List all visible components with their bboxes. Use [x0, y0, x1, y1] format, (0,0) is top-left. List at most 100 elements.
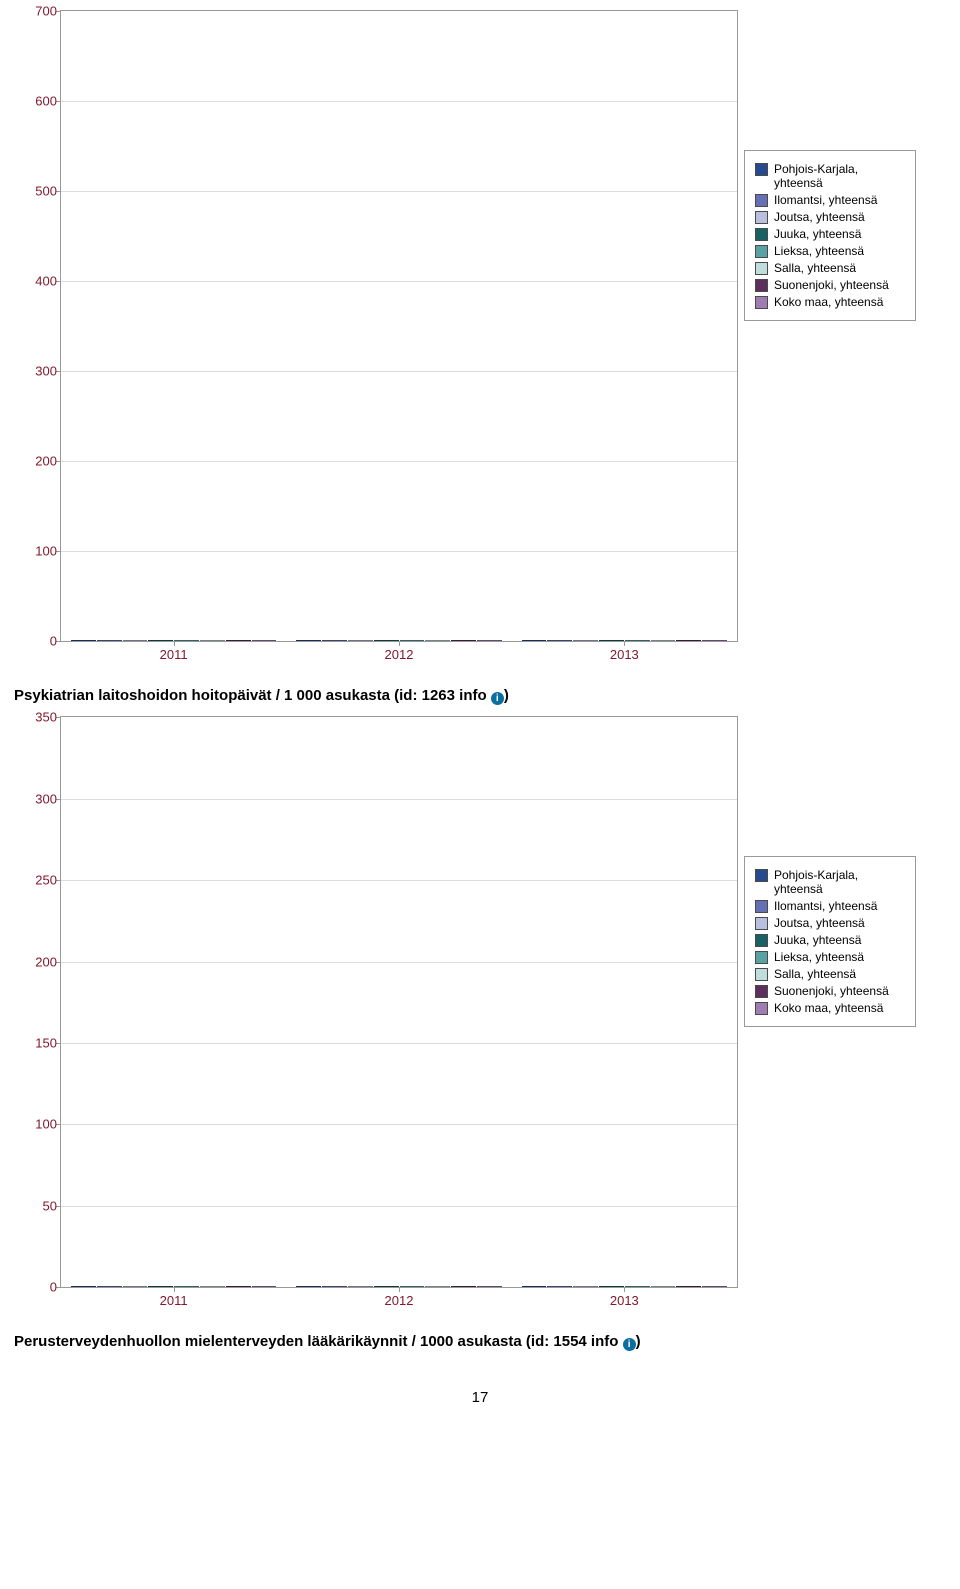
legend-item: Salla, yhteensä	[755, 261, 905, 275]
bar	[200, 1286, 225, 1287]
legend-swatch	[755, 869, 768, 882]
legend-swatch	[755, 228, 768, 241]
bar	[547, 640, 572, 641]
legend-swatch	[755, 900, 768, 913]
y-tick-label: 350	[35, 710, 61, 725]
bar	[400, 1286, 425, 1287]
y-tick-label: 200	[35, 954, 61, 969]
bar	[97, 640, 122, 641]
legend-wrapper: Pohjois-Karjala, yhteensä Ilomantsi, yhte…	[744, 10, 916, 321]
legend-label: Ilomantsi, yhteensä	[774, 193, 877, 207]
bar	[174, 640, 199, 641]
bar	[174, 1286, 199, 1287]
bar	[97, 1286, 122, 1287]
legend-label: Joutsa, yhteensä	[774, 210, 865, 224]
bar	[374, 640, 399, 641]
bar	[400, 640, 425, 641]
legend-label: Ilomantsi, yhteensä	[774, 899, 877, 913]
bar	[477, 640, 502, 641]
legend-item: Ilomantsi, yhteensä	[755, 899, 905, 913]
bar	[702, 1286, 727, 1287]
bar-group	[286, 640, 511, 641]
bar	[522, 640, 547, 641]
bar	[322, 1286, 347, 1287]
legend-swatch	[755, 985, 768, 998]
legend-swatch	[755, 296, 768, 309]
bar	[451, 1286, 476, 1287]
bar	[599, 1286, 624, 1287]
y-tick-label: 250	[35, 873, 61, 888]
bar-group	[512, 640, 737, 641]
y-tick-label: 600	[35, 94, 61, 109]
bar	[425, 640, 450, 641]
caption-2: Perusterveydenhuollon mielenterveyden lä…	[14, 1332, 950, 1352]
page-number: 17	[10, 1389, 950, 1406]
plot-area: 0100200300400500600700201120122013	[60, 10, 738, 642]
legend-swatch	[755, 968, 768, 981]
y-tick-label: 300	[35, 364, 61, 379]
legend: Pohjois-Karjala, yhteensä Ilomantsi, yhte…	[744, 150, 916, 321]
chart-area: 0100200300400500600700201120122013	[10, 10, 736, 672]
legend-item: Ilomantsi, yhteensä	[755, 193, 905, 207]
bar-group	[286, 1286, 511, 1287]
legend-label: Pohjois-Karjala, yhteensä	[774, 162, 905, 190]
bars-container	[61, 11, 737, 641]
bar-group	[61, 640, 286, 641]
bar	[676, 640, 701, 641]
x-tick-label: 2012	[385, 1287, 414, 1308]
bar	[651, 640, 676, 641]
bar	[123, 1286, 148, 1287]
legend-label: Lieksa, yhteensä	[774, 244, 864, 258]
y-tick-label: 100	[35, 1117, 61, 1132]
legend-item: Suonenjoki, yhteensä	[755, 278, 905, 292]
y-tick-label: 300	[35, 791, 61, 806]
y-tick-label: 0	[50, 1280, 61, 1295]
bar	[451, 640, 476, 641]
bar	[296, 640, 321, 641]
info-icon[interactable]: i	[491, 692, 504, 705]
bar	[676, 1286, 701, 1287]
bar-group	[61, 1286, 286, 1287]
bar	[348, 1286, 373, 1287]
legend-label: Salla, yhteensä	[774, 261, 856, 275]
x-tick-label: 2013	[610, 1287, 639, 1308]
legend-swatch	[755, 917, 768, 930]
legend-swatch	[755, 245, 768, 258]
bar	[348, 640, 373, 641]
y-tick-label: 700	[35, 4, 61, 19]
chart-block: 050100150200250300350201120122013Pohjois…	[10, 716, 950, 1318]
chart-block: 0100200300400500600700201120122013Pohjoi…	[10, 10, 950, 672]
bar	[651, 1286, 676, 1287]
y-tick-label: 0	[50, 634, 61, 649]
legend-item: Joutsa, yhteensä	[755, 210, 905, 224]
x-tick-label: 2013	[610, 641, 639, 662]
info-icon[interactable]: i	[623, 1338, 636, 1351]
legend-label: Juuka, yhteensä	[774, 933, 861, 947]
bar-group	[512, 1286, 737, 1287]
bar	[252, 1286, 277, 1287]
bar	[702, 640, 727, 641]
bar	[296, 1286, 321, 1287]
chart-area: 050100150200250300350201120122013	[10, 716, 736, 1318]
x-tick-label: 2011	[160, 1287, 188, 1308]
bar	[625, 1286, 650, 1287]
bar	[252, 640, 277, 641]
legend-label: Suonenjoki, yhteensä	[774, 278, 889, 292]
legend-item: Juuka, yhteensä	[755, 227, 905, 241]
bar	[374, 1286, 399, 1287]
bar	[123, 640, 148, 641]
plot-area: 050100150200250300350201120122013	[60, 716, 738, 1288]
bar	[322, 640, 347, 641]
bar	[599, 640, 624, 641]
legend: Pohjois-Karjala, yhteensäIlomantsi, yhte…	[744, 856, 916, 1027]
y-tick-label: 200	[35, 454, 61, 469]
legend-label: Salla, yhteensä	[774, 967, 856, 981]
bar	[477, 1286, 502, 1287]
legend-swatch	[755, 211, 768, 224]
legend-swatch	[755, 934, 768, 947]
bar	[148, 1286, 173, 1287]
x-tick-label: 2011	[160, 641, 188, 662]
bar	[522, 1286, 547, 1287]
bar	[625, 640, 650, 641]
legend-item: Joutsa, yhteensä	[755, 916, 905, 930]
